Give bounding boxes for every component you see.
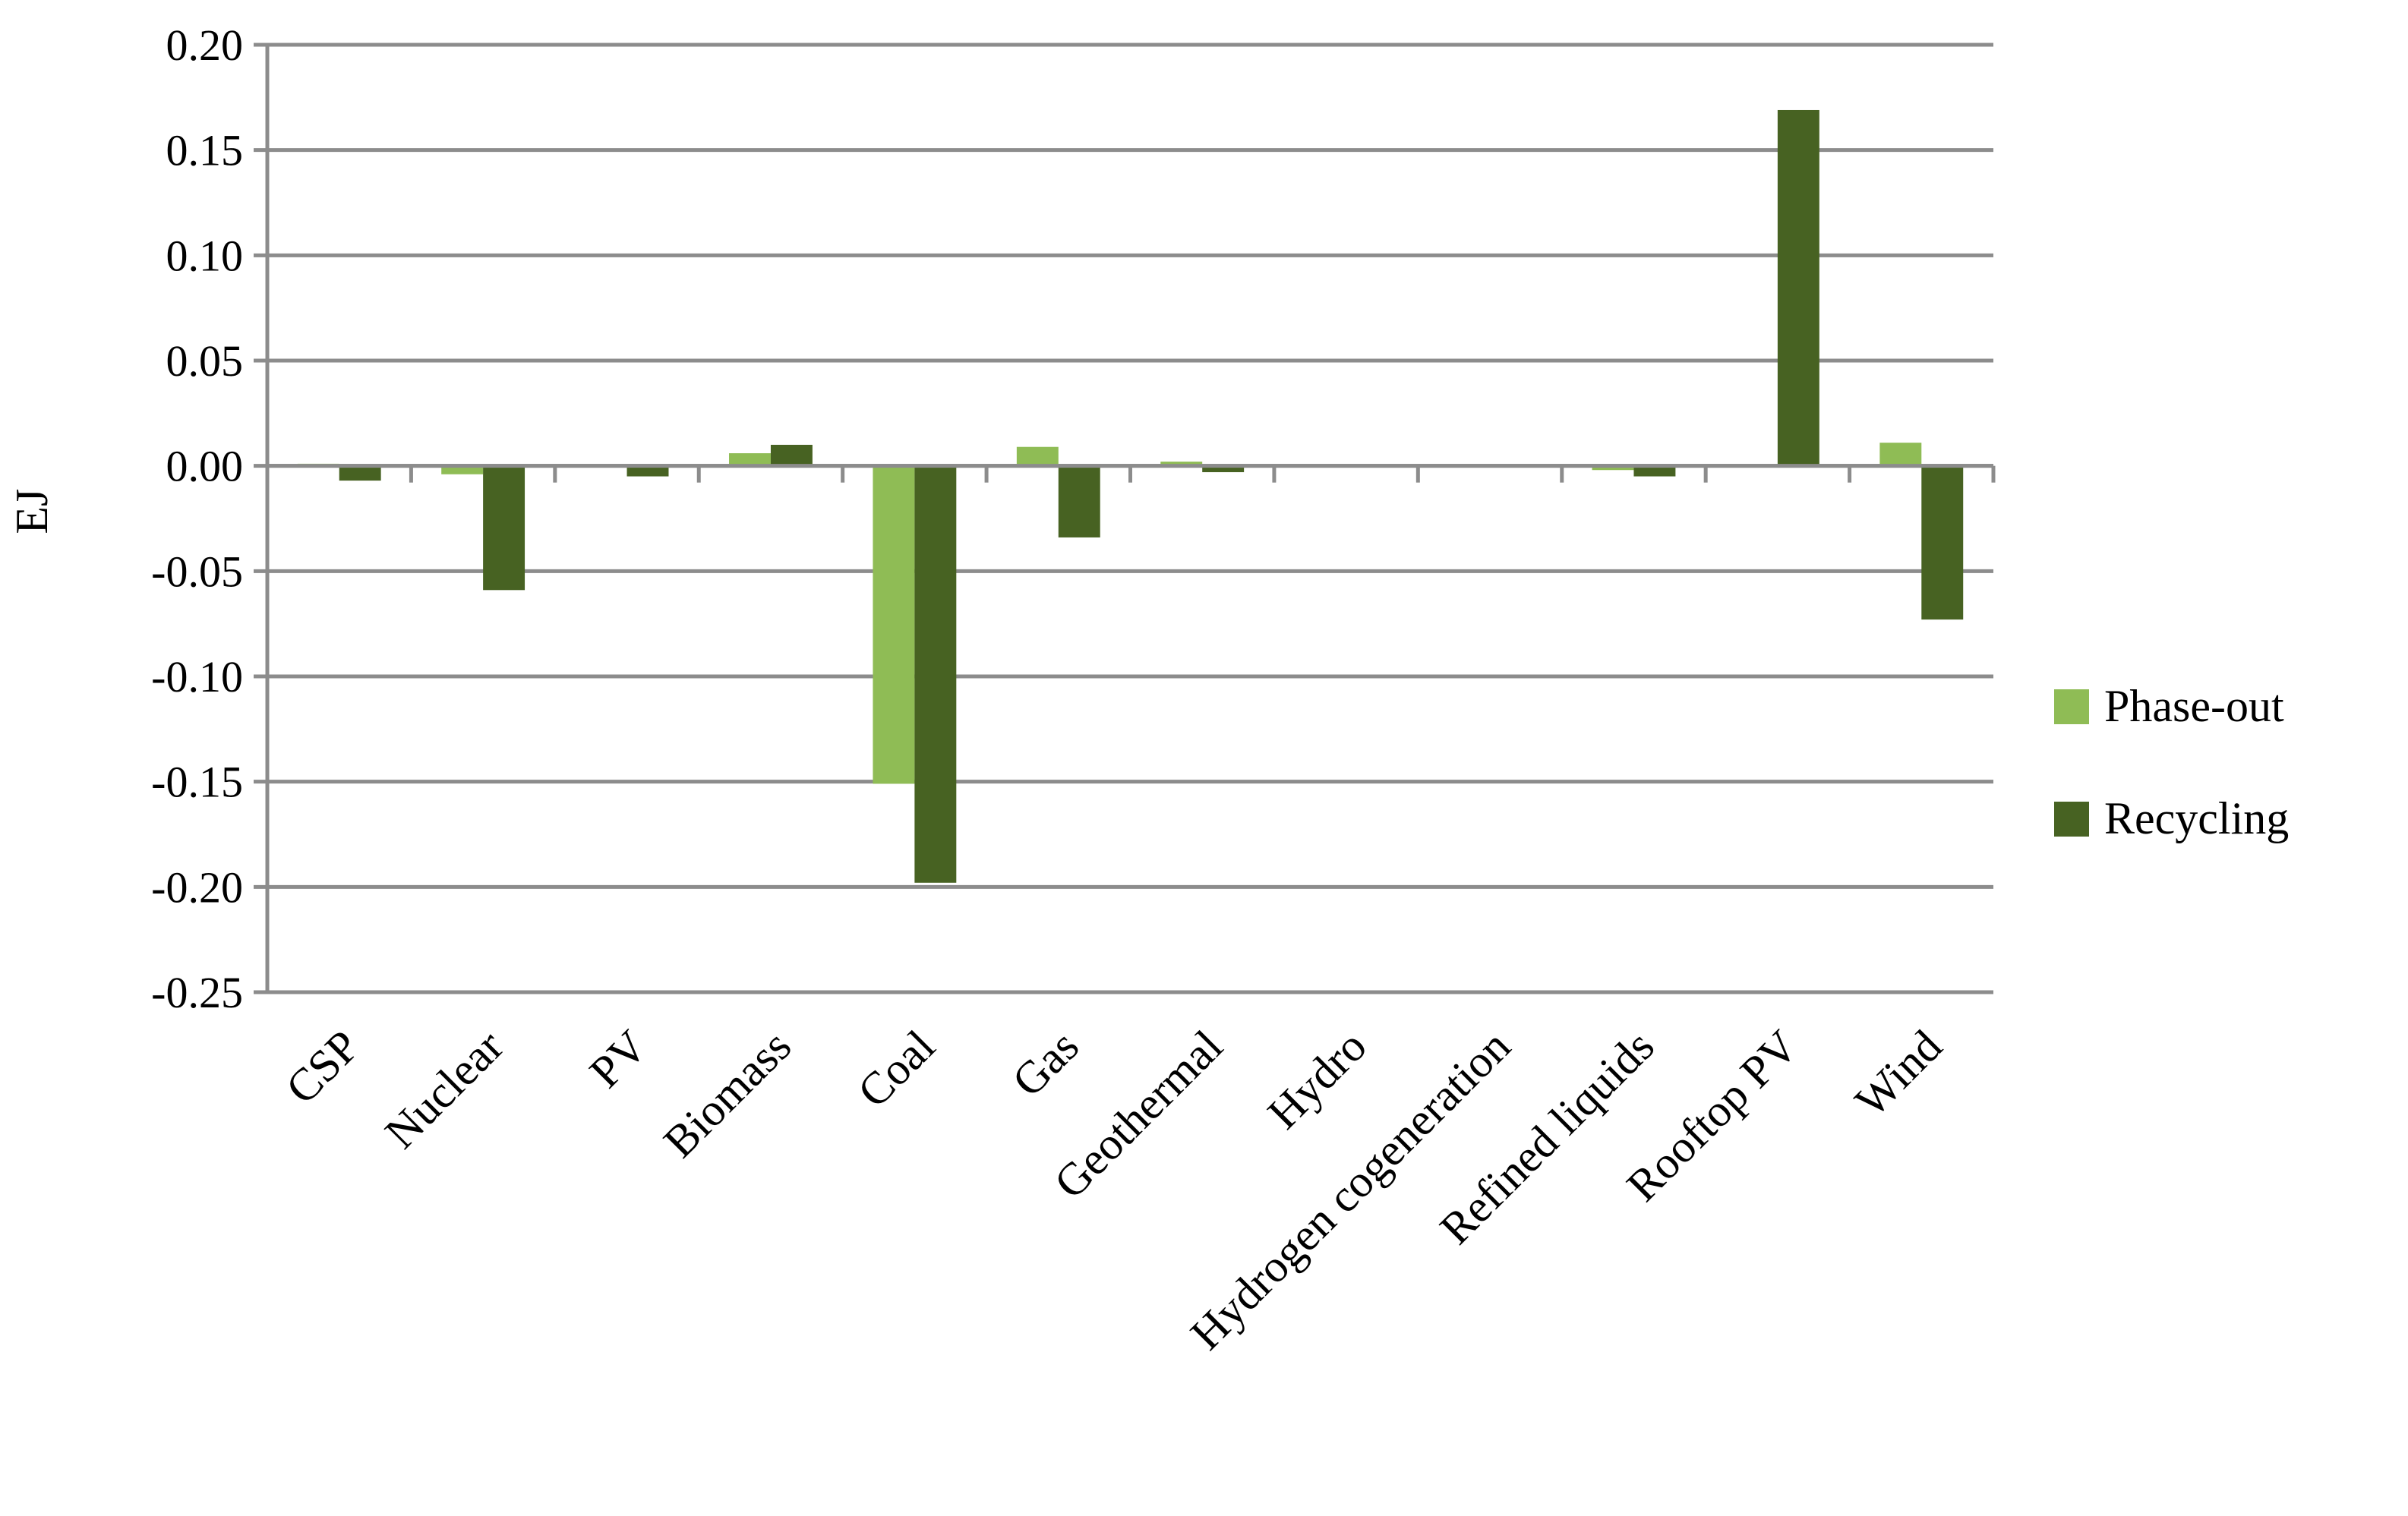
bar-phase-out-geothermal [1160,462,1203,466]
legend-swatch [2054,689,2089,724]
y-tick-label: -0.15 [151,758,243,807]
y-tick-label: 0.15 [166,126,244,175]
legend-swatch [2054,802,2089,837]
bar-recycling-refined-liquids [1633,465,1676,477]
y-tick-label: -0.20 [151,862,243,912]
x-category-label: Hydro [1258,1021,1376,1139]
bar-recycling-coal [914,465,957,883]
y-tick-label: -0.05 [151,547,243,596]
x-category-label: Wind [1845,1021,1951,1127]
y-tick-label: 0.10 [166,231,244,280]
bar-phase-out-gas [1016,446,1059,466]
x-category-label: Nuclear [375,1021,513,1158]
y-tick-labels: 0.20 0.15 0.10 0.05 0.00 -0.05 -0.10 -0.15 -0.20… [151,20,243,1017]
legend-label: Recycling [2104,793,2289,843]
y-tick-label: 0.00 [166,442,244,491]
bar-recycling-pv [626,465,669,477]
x-category-label: Coal [848,1021,945,1117]
bar-phase-out-refined-liquids [1592,465,1634,471]
y-tick-label: 0.05 [166,336,244,386]
y-axis-title: EJ [7,489,57,534]
bar-phase-out-wind [1879,443,1922,466]
bar-phase-out-biomass [729,453,771,466]
bar-recycling-wind [1921,465,1964,620]
axes [265,45,1996,992]
bar-recycling-geothermal [1202,465,1245,472]
legend: Phase-out Recycling [2054,681,2289,843]
x-category-label: Gas [1002,1021,1088,1107]
bar-recycling-nuclear [483,465,525,591]
y-tick-label: -0.10 [151,652,243,701]
x-category-label: CSP [276,1021,369,1114]
legend-label: Phase-out [2104,681,2284,731]
bars [297,109,1964,883]
bar-recycling-gas [1058,465,1100,537]
x-category-label: Biomass [654,1021,800,1168]
bar-recycling-rooftop-pv [1777,109,1819,466]
bar-phase-out-nuclear [441,465,484,474]
bar-phase-out-coal [873,465,915,784]
bar-recycling-biomass [770,444,813,466]
bar-recycling-csp [339,465,381,481]
x-category-label: PV [580,1021,657,1098]
y-tick-label: -0.25 [151,968,243,1017]
y-tick-label: 0.20 [166,20,244,70]
